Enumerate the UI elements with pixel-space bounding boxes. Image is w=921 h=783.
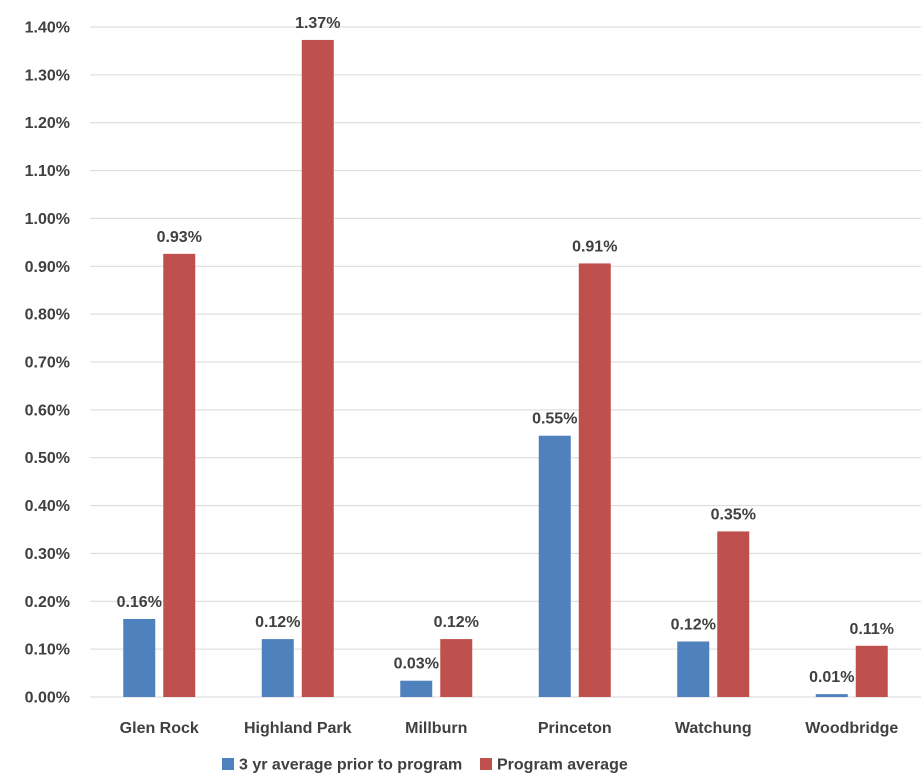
- data-label: 0.12%: [434, 614, 479, 631]
- legend-label: 3 yr average prior to program: [239, 757, 462, 774]
- data-label: 0.16%: [117, 594, 162, 611]
- data-label: 0.01%: [809, 669, 854, 686]
- data-label: 1.37%: [295, 15, 340, 32]
- bar-program-average: [578, 263, 611, 697]
- x-category-label: Glen Rock: [120, 720, 199, 737]
- data-label: 0.93%: [157, 229, 202, 246]
- data-label: 0.35%: [711, 506, 756, 523]
- y-tick-label: 0.10%: [25, 642, 70, 659]
- y-tick-label: 1.10%: [25, 163, 70, 180]
- data-label: 0.12%: [671, 616, 716, 633]
- bar-program-average: [717, 531, 750, 697]
- y-tick-label: 1.30%: [25, 67, 70, 84]
- y-tick-label: 0.60%: [25, 402, 70, 419]
- x-category-label: Millburn: [405, 720, 467, 737]
- bar-program-average: [855, 645, 888, 697]
- bar-prior-average: [538, 435, 571, 697]
- bar-program-average: [440, 639, 473, 697]
- y-tick-label: 0.90%: [25, 259, 70, 276]
- gridlines: [90, 26, 921, 698]
- y-tick-label: 0.00%: [25, 690, 70, 707]
- legend: 3 yr average prior to program Program ave…: [222, 757, 628, 774]
- bar-prior-average: [677, 641, 710, 697]
- legend-swatch: [222, 758, 234, 770]
- x-category-label: Watchung: [675, 720, 752, 737]
- data-label: 0.03%: [394, 656, 439, 673]
- y-tick-label: 0.40%: [25, 498, 70, 515]
- bar-prior-average: [261, 639, 294, 697]
- x-axis-category-labels: Glen Rock Highland Park Millburn Princeton W…: [120, 720, 899, 737]
- y-tick-label: 0.20%: [25, 594, 70, 611]
- y-tick-label: 0.70%: [25, 355, 70, 372]
- bar-prior-average: [400, 680, 433, 697]
- x-category-label: Princeton: [538, 720, 612, 737]
- bars: [123, 39, 888, 698]
- data-label: 0.55%: [532, 411, 577, 428]
- bar-program-average: [301, 39, 334, 697]
- data-label: 0.91%: [572, 238, 617, 255]
- data-labels: 0.16% 0.93% 0.12% 1.37% 0.03% 0.12% 0.55% 0.91%…: [117, 15, 894, 686]
- x-category-label: Woodbridge: [805, 720, 898, 737]
- y-tick-label: 0.30%: [25, 546, 70, 563]
- legend-label: Program average: [497, 757, 628, 774]
- bar-prior-average: [123, 618, 156, 697]
- x-category-label: Highland Park: [244, 720, 352, 737]
- y-tick-label: 0.50%: [25, 450, 70, 467]
- bar-program-average: [163, 253, 196, 698]
- y-tick-label: 0.80%: [25, 307, 70, 324]
- y-tick-label: 1.20%: [25, 115, 70, 132]
- y-tick-label: 1.40%: [25, 20, 70, 37]
- data-label: 0.11%: [850, 621, 894, 638]
- data-label: 0.12%: [255, 614, 300, 631]
- y-axis-tick-labels: 0.00% 0.10% 0.20% 0.30% 0.40% 0.50% 0.60% 0.70%…: [25, 20, 70, 707]
- y-tick-label: 1.00%: [25, 211, 70, 228]
- bar-prior-average: [815, 694, 848, 697]
- legend-swatch: [480, 758, 492, 770]
